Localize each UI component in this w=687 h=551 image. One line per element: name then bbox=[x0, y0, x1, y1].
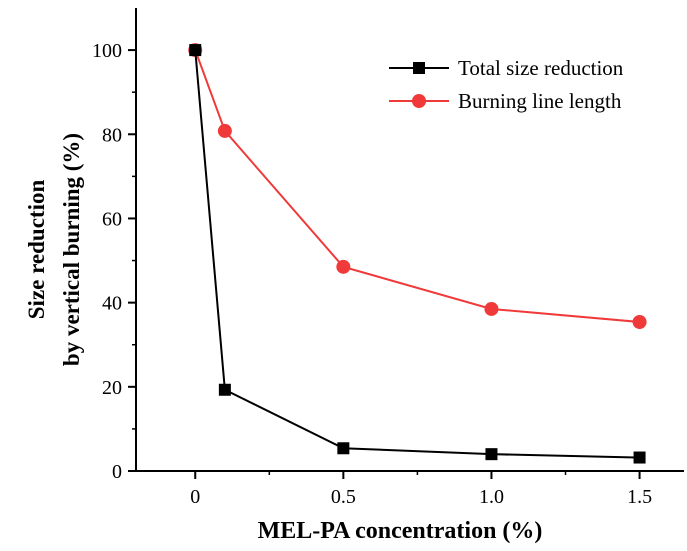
series-0-point bbox=[633, 451, 646, 464]
labels-layer: 0 20 40 60 80 100 0 0.5 1.0 1.5 MEL-PA concentrati… bbox=[24, 40, 652, 544]
legend-marker-0 bbox=[413, 62, 425, 74]
y-axis-title-line-2: by vertical burning (%) bbox=[59, 133, 84, 366]
series-1-point bbox=[336, 259, 351, 274]
x-axis-title: MEL-PA concentration (%) bbox=[258, 518, 543, 544]
series-1-point bbox=[217, 123, 232, 138]
x-tick-label: 1.5 bbox=[627, 486, 652, 508]
y-tick-label: 0 bbox=[112, 461, 122, 483]
y-tick-label: 100 bbox=[92, 40, 122, 62]
y-tick-label: 60 bbox=[102, 208, 122, 230]
legend-label-0: Total size reduction bbox=[458, 56, 624, 80]
series-layer bbox=[188, 43, 647, 464]
legend-label-1: Burning line length bbox=[458, 89, 622, 113]
series-0-point bbox=[218, 383, 231, 396]
x-tick-label: 1.0 bbox=[479, 486, 504, 508]
legend-marker-1 bbox=[412, 94, 426, 108]
y-tick-label: 40 bbox=[102, 293, 122, 315]
series-1-point bbox=[632, 314, 647, 329]
axes-layer bbox=[128, 8, 684, 479]
y-tick-label: 80 bbox=[102, 124, 122, 146]
series-0-point bbox=[485, 448, 498, 461]
x-tick-label: 0.5 bbox=[331, 486, 356, 508]
y-tick-label: 20 bbox=[102, 377, 122, 399]
legend: Total size reduction Burning line length bbox=[389, 56, 624, 113]
y-axis-title-line-1: Size reduction bbox=[24, 180, 49, 320]
series-1-point bbox=[484, 301, 499, 316]
series-0-point bbox=[189, 44, 202, 57]
x-tick-label: 0 bbox=[190, 486, 200, 508]
series-0-point bbox=[337, 442, 350, 455]
